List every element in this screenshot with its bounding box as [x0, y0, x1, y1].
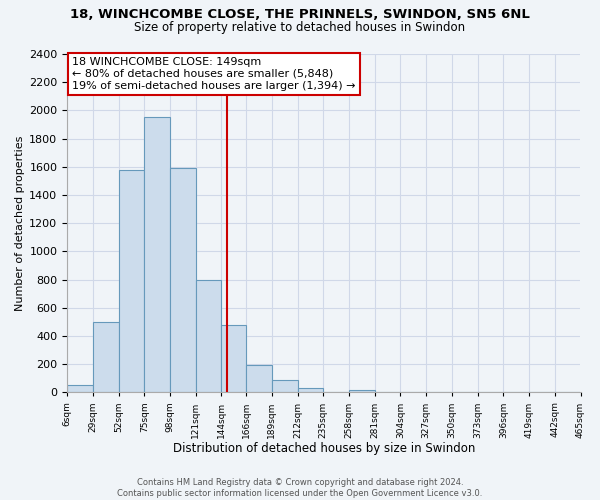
Bar: [246, 365, 272, 392]
Bar: [170, 168, 196, 392]
Text: Contains HM Land Registry data © Crown copyright and database right 2024.
Contai: Contains HM Land Registry data © Crown c…: [118, 478, 482, 498]
Text: Size of property relative to detached houses in Swindon: Size of property relative to detached ho…: [134, 21, 466, 34]
Bar: [349, 390, 375, 392]
Bar: [272, 380, 298, 392]
X-axis label: Distribution of detached houses by size in Swindon: Distribution of detached houses by size …: [173, 442, 475, 455]
Bar: [196, 280, 221, 392]
Bar: [93, 322, 119, 392]
Text: 18, WINCHCOMBE CLOSE, THE PRINNELS, SWINDON, SN5 6NL: 18, WINCHCOMBE CLOSE, THE PRINNELS, SWIN…: [70, 8, 530, 20]
Bar: [298, 388, 323, 392]
Bar: [221, 324, 246, 392]
Bar: [67, 384, 93, 392]
Bar: [145, 118, 170, 392]
Text: 18 WINCHCOMBE CLOSE: 149sqm
← 80% of detached houses are smaller (5,848)
19% of : 18 WINCHCOMBE CLOSE: 149sqm ← 80% of det…: [72, 58, 356, 90]
Bar: [119, 170, 145, 392]
Y-axis label: Number of detached properties: Number of detached properties: [15, 136, 25, 311]
